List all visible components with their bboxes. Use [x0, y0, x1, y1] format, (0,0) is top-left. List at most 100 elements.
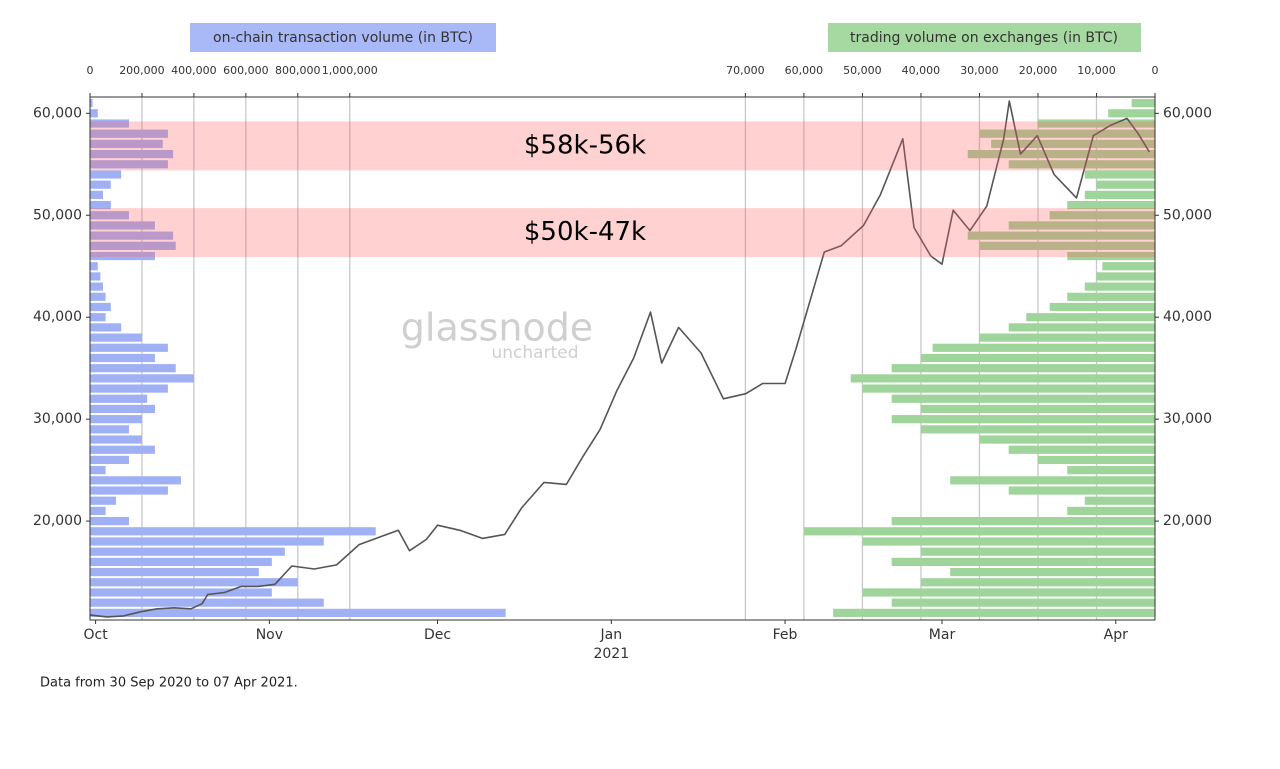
volume-bar [1131, 99, 1155, 108]
volume-bar [90, 302, 111, 312]
price-band [90, 121, 1155, 171]
volume-bar [891, 364, 1155, 373]
volume-bar [90, 160, 168, 169]
volume-bar [90, 313, 106, 322]
volume-bar [920, 547, 1155, 556]
x-year-label: 2021 [593, 646, 629, 662]
price-band [90, 208, 1155, 258]
volume-bar [90, 139, 163, 148]
y-tick-label: 30,000 [33, 411, 82, 427]
volume-bar [90, 567, 259, 577]
volume-bar [1067, 506, 1155, 516]
volume-bar [90, 323, 122, 332]
top-tick-label: 200,000 [119, 64, 165, 77]
volume-bar [1108, 109, 1155, 118]
volume-bar [891, 517, 1155, 526]
volume-bar [1084, 170, 1155, 179]
volume-bar [1102, 262, 1155, 271]
volume-bar [920, 578, 1155, 587]
volume-bar [90, 282, 103, 291]
x-tick-label: Nov [256, 627, 283, 643]
top-tick-label: 70,000 [726, 64, 765, 77]
volume-bar [891, 415, 1155, 424]
volume-bar [90, 445, 155, 454]
legend-box [190, 23, 496, 52]
x-tick-label: Jan [599, 627, 622, 643]
volume-bar [950, 567, 1155, 577]
volume-bar [1008, 445, 1155, 454]
top-tick-label: 600,000 [223, 64, 269, 77]
volume-bar [90, 129, 168, 138]
volume-bar [90, 394, 148, 403]
volume-bar [979, 333, 1155, 342]
volume-bar [90, 435, 142, 444]
y-tick-label: 20,000 [1163, 513, 1212, 529]
volume-bar [90, 292, 106, 301]
volume-bar [90, 517, 129, 526]
volume-bar [90, 364, 176, 373]
volume-bar [920, 425, 1155, 434]
volume-bar [979, 129, 1155, 138]
volume-bar [90, 262, 98, 271]
price-line [89, 100, 1151, 618]
top-tick-label: 1,000,000 [322, 64, 378, 77]
volume-bar [1037, 455, 1155, 465]
top-tick-label: 0 [1152, 64, 1159, 77]
volume-bar [90, 170, 122, 179]
volume-bar [1084, 496, 1155, 505]
volume-bar [891, 557, 1155, 566]
volume-bar [90, 455, 129, 465]
y-tick-label: 60,000 [1163, 105, 1212, 121]
volume-bar [1084, 282, 1155, 291]
volume-bar [833, 608, 1155, 617]
volume-bar [1084, 190, 1155, 199]
volume-bar [90, 149, 174, 159]
watermark: glassnode [401, 306, 593, 350]
footnote: Data from 30 Sep 2020 to 07 Apr 2021. [40, 676, 298, 691]
volume-bar [90, 343, 168, 352]
top-tick-label: 20,000 [1019, 64, 1058, 77]
volume-bar [90, 415, 142, 424]
volume-bar [862, 537, 1155, 546]
volume-bar [90, 119, 129, 128]
volume-bar [967, 149, 1155, 159]
legend-label: on-chain transaction volume (in BTC) [213, 30, 473, 46]
y-tick-label: 50,000 [1163, 207, 1212, 223]
volume-bar [90, 547, 285, 556]
volume-bar [803, 527, 1155, 536]
volume-bar [891, 598, 1155, 607]
volume-bar [1049, 211, 1155, 220]
y-tick-label: 60,000 [33, 105, 82, 121]
volume-bar [862, 588, 1155, 597]
y-tick-label: 40,000 [33, 309, 82, 325]
y-tick-label: 30,000 [1163, 411, 1212, 427]
volume-bar [862, 384, 1155, 393]
volume-bar [1008, 221, 1155, 230]
volume-bar [90, 537, 324, 546]
volume-bar [979, 241, 1155, 250]
volume-bar [1067, 251, 1155, 261]
legend-label: trading volume on exchanges (in BTC) [850, 30, 1118, 46]
volume-bar [979, 435, 1155, 444]
volume-bar [90, 476, 181, 485]
volume-bar [950, 476, 1155, 485]
volume-bar [90, 486, 168, 495]
volume-bar [1067, 292, 1155, 301]
y-tick-label: 50,000 [33, 207, 82, 223]
volume-bar [1037, 119, 1155, 128]
volume-bar [932, 343, 1155, 352]
x-tick-label: Oct [83, 627, 108, 643]
volume-bar [90, 241, 176, 250]
volume-bar [891, 394, 1155, 403]
volume-bar [920, 353, 1155, 363]
x-tick-label: Feb [773, 627, 798, 643]
top-tick-label: 800,000 [275, 64, 321, 77]
volume-bar [90, 109, 98, 118]
volume-bar [1008, 160, 1155, 169]
volume-bar [90, 353, 155, 363]
volume-bar [90, 272, 101, 281]
volume-bar [90, 211, 129, 220]
volume-bar [850, 374, 1155, 383]
plot-frame [89, 96, 1156, 621]
x-tick-label: Mar [929, 627, 956, 643]
